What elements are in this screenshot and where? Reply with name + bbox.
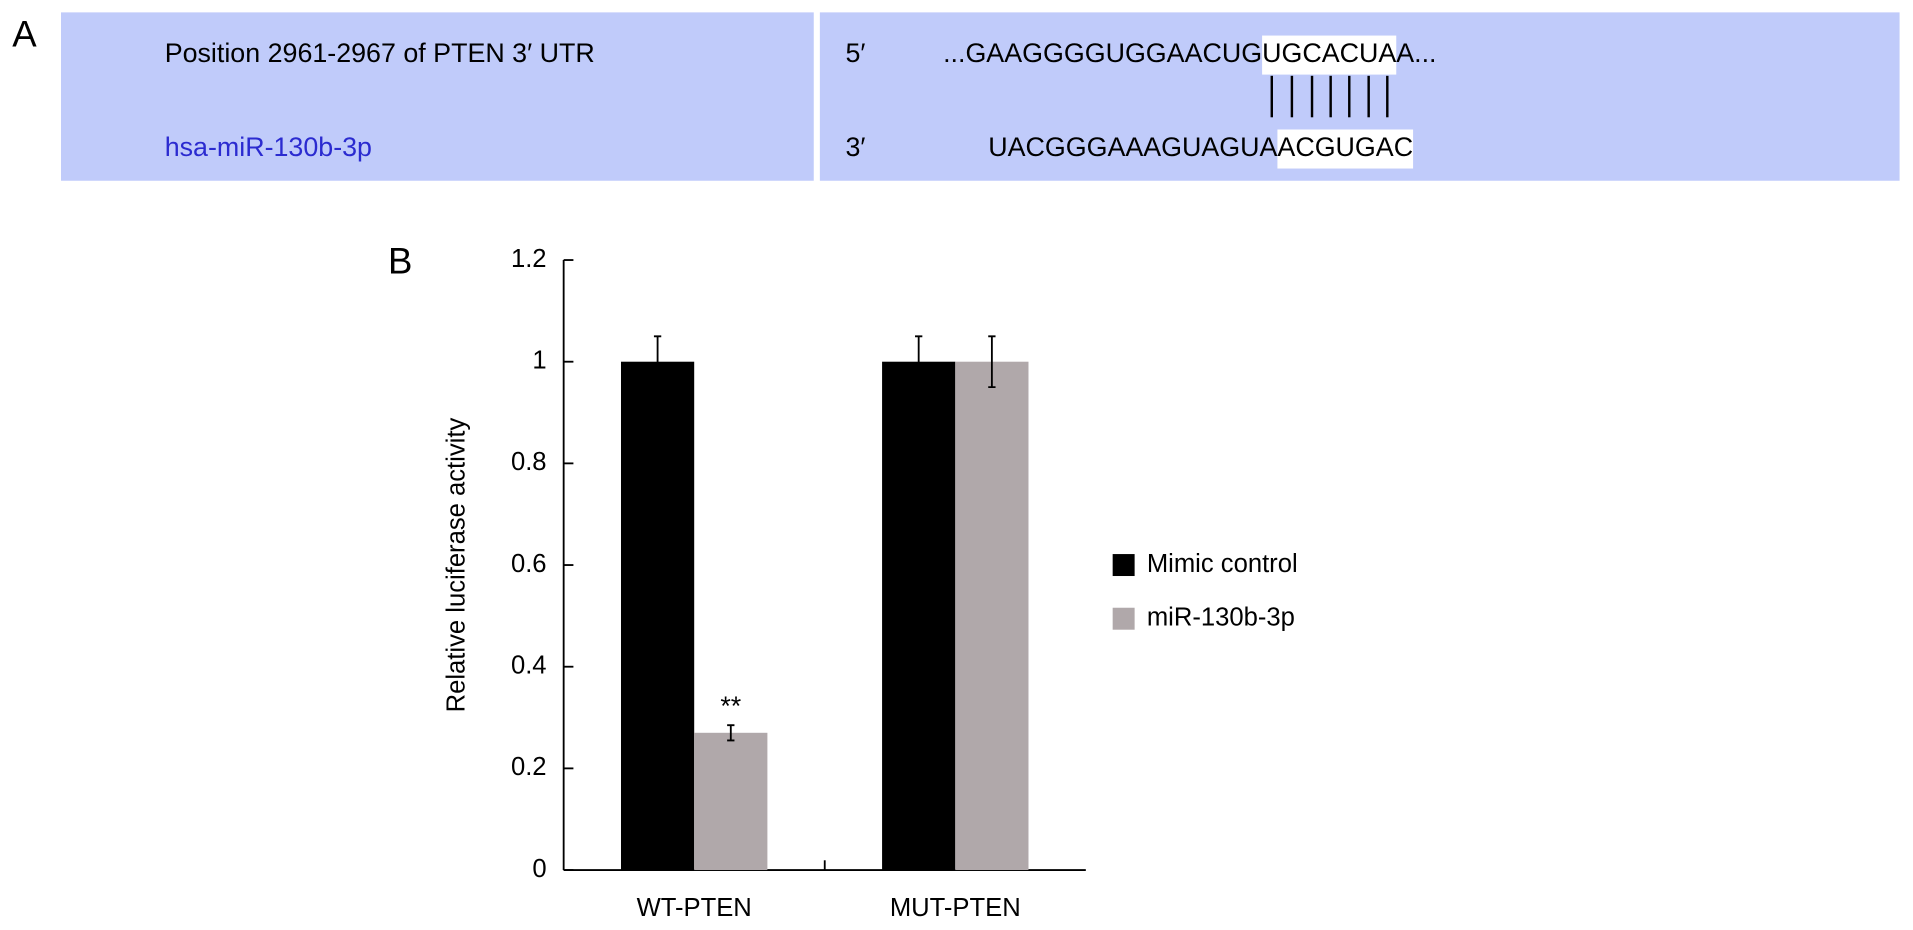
- panel-label: A: [12, 13, 37, 54]
- y-tick-label: 0.6: [511, 550, 547, 578]
- y-tick-label: 1.2: [511, 245, 547, 273]
- mirna-end: 3′: [845, 132, 865, 162]
- x-tick-label: MUT-PTEN: [890, 894, 1021, 922]
- y-tick-label: 0.8: [511, 448, 547, 476]
- seq-part: UACGGGAAAGUAGUA: [988, 132, 1277, 162]
- seq-part: ...GAAGGGGUGGAACUG: [943, 38, 1262, 68]
- error-bar: [988, 335, 996, 389]
- bar: [882, 361, 956, 871]
- legend-swatch: [1112, 607, 1135, 630]
- chart: B Relative luciferase activity 0 0.2 0.4 0.6 0…: [388, 240, 1298, 921]
- y-tick-label: 0.4: [511, 651, 547, 679]
- bar: [694, 732, 768, 871]
- legend-label: Mimic control: [1147, 550, 1298, 578]
- y-tick-label: 0.2: [511, 753, 547, 781]
- y-axis-label: Relative luciferase activity: [442, 418, 470, 713]
- y-tick-label: 0: [532, 855, 546, 883]
- highlights: [1262, 35, 1414, 169]
- seq-part: A...: [1396, 38, 1436, 68]
- panel-a-left-box: [61, 12, 814, 181]
- target-end: 5′: [845, 38, 865, 68]
- bar: [955, 361, 1029, 871]
- significance-mark: **: [720, 691, 741, 721]
- highlight-box: [1277, 129, 1414, 169]
- legend-label: miR-130b-3p: [1147, 603, 1295, 631]
- y-tick-label: 1: [532, 346, 546, 374]
- legend-swatch: [1112, 554, 1135, 577]
- mirna-name: hsa-miR-130b-3p: [165, 132, 372, 162]
- highlight-box: [1262, 35, 1397, 75]
- x-tick-label: WT-PTEN: [637, 894, 752, 922]
- error-bar: [915, 335, 923, 389]
- base-pairs: [1270, 75, 1389, 118]
- target-sequence: ...GAAGGGGUGGAACUGUGCACUAA...: [943, 38, 1436, 68]
- panel-label: B: [388, 240, 412, 281]
- seed-region: ACGUGAC: [1277, 132, 1413, 162]
- seed-site: UGCACUA: [1262, 38, 1396, 68]
- target-name: Position 2961-2967 of PTEN 3′ UTR: [165, 38, 595, 68]
- bar: [620, 361, 695, 871]
- error-bar: [727, 724, 735, 742]
- mirna-sequence: UACGGGAAAGUAGUAACGUGAC: [988, 132, 1413, 162]
- error-bar: [653, 335, 662, 389]
